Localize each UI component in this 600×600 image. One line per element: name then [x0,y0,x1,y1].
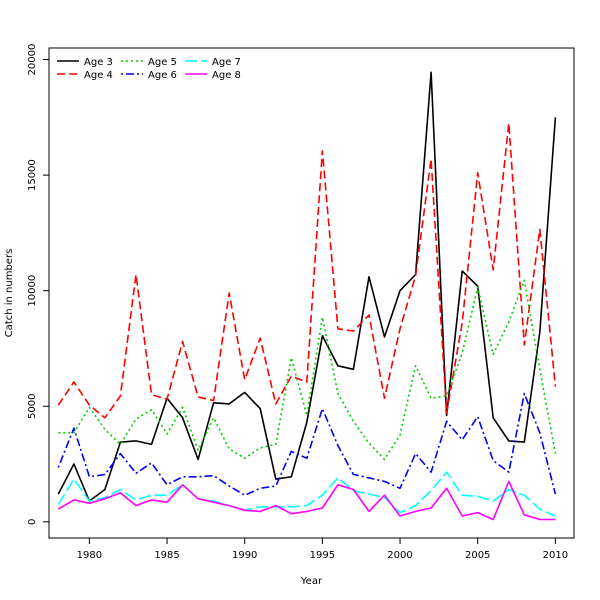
legend: Age 3 Age 4 Age 5 Age 6 Age 7 Age 8 [57,57,241,81]
x-tick-label: 2010 [543,550,568,561]
x-tick-label: 1995 [310,550,335,561]
legend-label: Age 3 [84,57,113,68]
legend-label: Age 4 [84,70,113,81]
y-axis: 0 5000 10000 15000 20000 [27,44,49,525]
y-tick-label: 0 [27,519,38,525]
series-line-age-8 [57,480,556,521]
x-tick-label: 1985 [154,550,179,561]
legend-label: Age 7 [212,57,241,68]
series-line-age-7 [57,471,556,517]
series-line-age-4 [57,122,557,419]
y-tick-label: 5000 [27,394,38,419]
x-tick-label: 2000 [387,550,412,561]
x-tick-label: 1980 [77,550,102,561]
legend-label: Age 8 [212,70,241,81]
plot-frame [48,47,575,539]
x-axis-title: Year [300,576,323,587]
series-layer [57,71,557,521]
legend-label: Age 5 [148,57,177,68]
x-tick-label: 2005 [465,550,490,561]
y-tick-label: 20000 [27,44,38,76]
x-tick-label: 1990 [232,550,257,561]
series-line-age-6 [57,392,557,497]
x-axis: 1980 1985 1990 1995 2000 2005 2010 [77,538,568,561]
y-tick-label: 15000 [27,159,38,191]
legend-label: Age 6 [148,70,177,81]
series-line-age-3 [57,71,557,502]
y-tick-label: 10000 [27,275,38,307]
y-axis-title: Catch in numbers [4,249,15,338]
